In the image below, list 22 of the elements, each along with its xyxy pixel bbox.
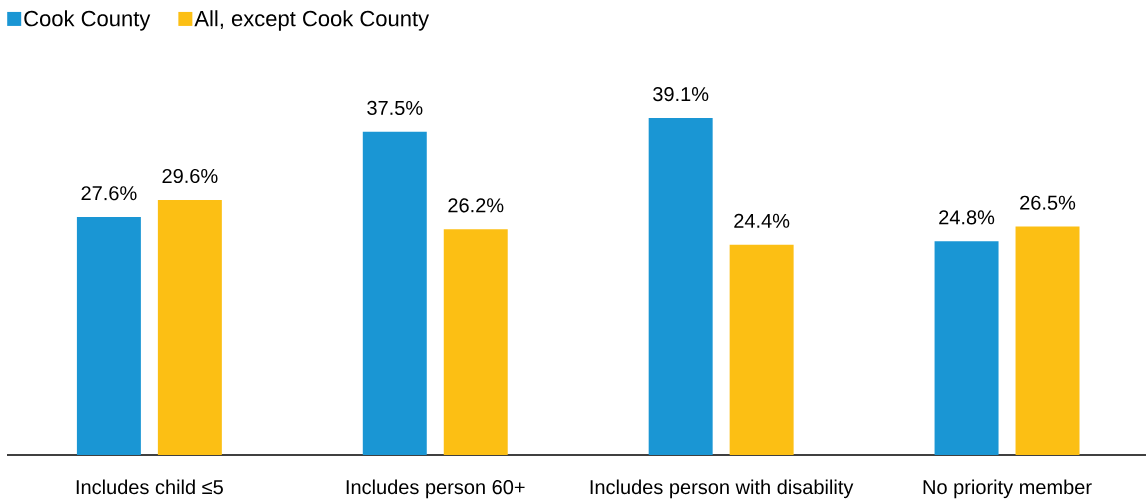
x-tick-label: No priority member: [923, 479, 1092, 499]
bar: [1015, 226, 1080, 455]
bar: [362, 131, 427, 455]
data-label: 26.5%: [1020, 195, 1076, 210]
bar: [76, 217, 141, 455]
data-label: 26.2%: [448, 198, 504, 213]
data-label: 24.8%: [939, 210, 995, 225]
legend-label: All, except Cook County: [194, 10, 430, 31]
x-tick-label: Includes person 60+: [346, 479, 525, 499]
legend-label: Cook County: [24, 10, 151, 31]
data-label: 29.6%: [162, 168, 218, 184]
x-tick-label: Includes child ≤5: [76, 479, 223, 495]
bar: [729, 244, 794, 455]
bar: [157, 199, 222, 455]
data-label: 27.6%: [81, 186, 137, 201]
x-tick-label: Includes person with disability: [590, 479, 854, 499]
bar: [934, 241, 999, 455]
data-label: 24.4%: [734, 213, 790, 228]
bar: [443, 229, 508, 455]
data-label: 37.5%: [367, 100, 423, 115]
data-label: 39.1%: [653, 87, 709, 102]
bar: [648, 118, 713, 455]
